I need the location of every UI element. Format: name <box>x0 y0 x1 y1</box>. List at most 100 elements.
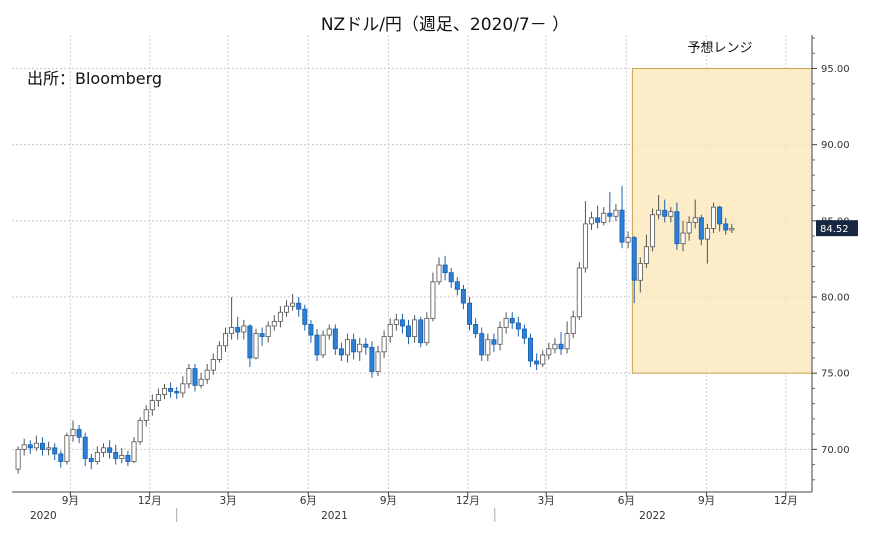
candle <box>595 205 601 229</box>
candle-body <box>326 328 332 336</box>
candle <box>570 310 576 339</box>
candle-body <box>558 343 564 350</box>
candle <box>521 324 527 345</box>
candle-body <box>284 305 290 313</box>
candle <box>88 453 94 470</box>
candle <box>64 432 70 465</box>
candle <box>515 316 521 337</box>
candle-body <box>259 333 265 338</box>
x-tick-label: 9月 <box>380 495 397 507</box>
candle-body <box>399 319 405 327</box>
source-note: 出所：Bloomberg <box>27 69 162 88</box>
candle <box>387 318 393 343</box>
candle-body <box>442 264 448 274</box>
candle <box>174 386 180 400</box>
candle-body <box>375 351 381 373</box>
candle-body <box>168 388 174 392</box>
y-tick-label: 95.00 <box>821 64 850 75</box>
candle-body <box>467 302 473 325</box>
candle <box>399 313 405 334</box>
candle <box>58 450 64 468</box>
candle <box>210 353 216 375</box>
candle <box>576 261 582 320</box>
candle-body <box>552 343 558 350</box>
candle-body <box>241 325 247 333</box>
candle <box>137 417 143 445</box>
candle-body <box>650 214 656 248</box>
candle <box>247 324 253 368</box>
candle-body <box>186 368 192 385</box>
candle-body <box>546 348 552 356</box>
candle-body <box>595 217 601 223</box>
candle-body <box>607 212 613 217</box>
candle-body <box>27 444 33 449</box>
candle-body <box>436 264 442 283</box>
candle <box>564 321 570 354</box>
candle-body <box>424 317 430 344</box>
candle <box>485 333 491 361</box>
candle <box>723 217 729 235</box>
candle-body <box>21 444 27 450</box>
x-tick-label: 12月 <box>456 495 480 507</box>
candle <box>277 306 283 328</box>
x-tick-label: 9月 <box>698 495 715 507</box>
candle <box>448 268 454 288</box>
candle <box>643 234 649 269</box>
candle-body <box>528 337 534 362</box>
candle-body <box>33 442 39 449</box>
candle <box>412 315 418 343</box>
candle-body <box>540 354 546 365</box>
candle-body <box>497 327 503 345</box>
last-value-label: 84.52 <box>820 224 849 235</box>
candle-body <box>204 369 210 380</box>
candle-body <box>137 420 143 443</box>
y-tick-label: 75.00 <box>821 369 850 380</box>
candle <box>534 353 540 371</box>
candle-body <box>619 209 625 243</box>
candle <box>198 373 204 389</box>
candle-body <box>229 327 235 334</box>
candle <box>436 257 442 285</box>
candle-body <box>15 448 21 470</box>
candle <box>357 338 363 361</box>
candle-body <box>46 447 52 450</box>
candle <box>631 236 637 304</box>
candle <box>625 231 631 249</box>
candle-body <box>113 451 119 459</box>
candle <box>656 194 662 220</box>
forecast-range-label: 予想レンジ <box>687 40 752 56</box>
candle <box>717 205 723 232</box>
candle-body <box>40 442 46 450</box>
y-tick-label: 80.00 <box>821 293 850 304</box>
candle-body <box>357 343 363 353</box>
candle-body <box>479 333 485 356</box>
candle-body <box>674 211 680 245</box>
candle-body <box>656 209 662 216</box>
candle-body <box>711 206 717 229</box>
candle-body <box>515 322 521 330</box>
candle <box>326 324 332 340</box>
candle <box>552 338 558 354</box>
x-year-label: 2021 <box>321 510 348 522</box>
candle <box>351 333 357 360</box>
candle-body <box>564 333 570 350</box>
candle-body <box>534 360 540 365</box>
x-year-label: 2022 <box>639 510 666 522</box>
x-year-label: 2020 <box>30 510 57 522</box>
candle-body <box>485 339 491 356</box>
candle-body <box>625 237 631 243</box>
candle-body <box>668 211 674 217</box>
candle <box>650 208 656 252</box>
x-tick-labels: 9月 12月 3月 6月 9月 12月 3月 6月 9月 12月 2020 2021 2022 <box>30 492 798 522</box>
candle-body <box>369 346 375 373</box>
candle <box>509 312 515 330</box>
candle <box>332 324 338 355</box>
candle <box>540 350 546 368</box>
candle <box>338 342 344 361</box>
candle <box>692 199 698 229</box>
candle-body <box>582 223 588 269</box>
candle <box>229 297 235 340</box>
candle <box>265 321 271 343</box>
candle <box>21 438 27 456</box>
